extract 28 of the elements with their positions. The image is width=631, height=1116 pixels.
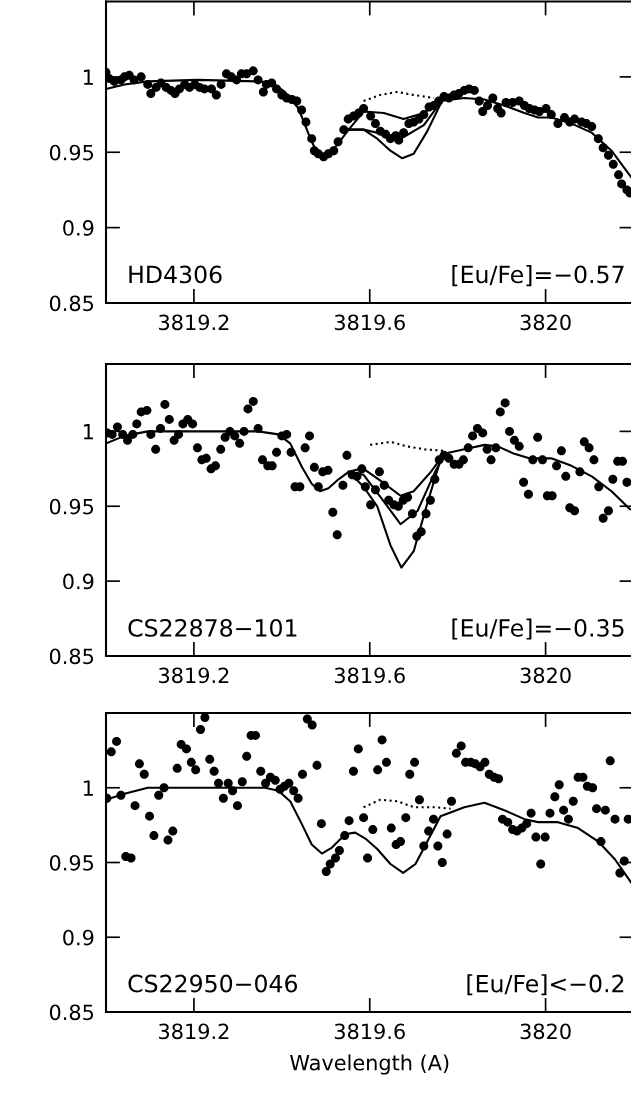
y-tick-label: 0.95 xyxy=(49,144,94,161)
annotation: HD4306 xyxy=(129,265,222,284)
y-tick-label: 1 xyxy=(83,424,93,440)
y-tick-label: 0.9 xyxy=(63,929,94,946)
x-tick-label: 3819.6 xyxy=(334,667,405,684)
x-tick-label: 3819.2 xyxy=(159,667,229,684)
annotation: [Eu/Fe]<−0.2 xyxy=(467,974,624,996)
annotation: CS22878−101 xyxy=(128,618,297,637)
x-tick-label: 3820 xyxy=(520,1023,571,1040)
y-tick-label: 0.85 xyxy=(49,648,94,665)
x-tick-label: 3820 xyxy=(520,314,571,331)
annotation: [Eu/Fe]=−0.57 xyxy=(452,265,624,287)
y-tick-label: 0.85 xyxy=(49,1004,94,1021)
y-tick-label: 0.9 xyxy=(63,220,94,236)
annotation: [Eu/Fe]=−0.35 xyxy=(452,618,624,640)
y-tick-label: 1 xyxy=(83,69,93,85)
y-tick-label: 0.95 xyxy=(49,498,94,515)
y-tick-label: 0.95 xyxy=(49,854,94,871)
y-tick-label: 0.85 xyxy=(49,295,94,312)
x-tick-label: 3819.2 xyxy=(159,1023,229,1040)
y-tick-label: 1 xyxy=(83,780,93,796)
y-tick-label: 0.9 xyxy=(63,573,94,590)
x-tick-label: 3820 xyxy=(520,667,571,684)
x-tick-label: 3819.2 xyxy=(159,314,229,331)
annotation: CS22950−046 xyxy=(128,974,298,993)
x-tick-label: 3819.6 xyxy=(334,314,405,331)
x-tick-label: 3819.6 xyxy=(334,1023,405,1040)
x-axis-title: Wavelength (A) xyxy=(290,1054,449,1075)
